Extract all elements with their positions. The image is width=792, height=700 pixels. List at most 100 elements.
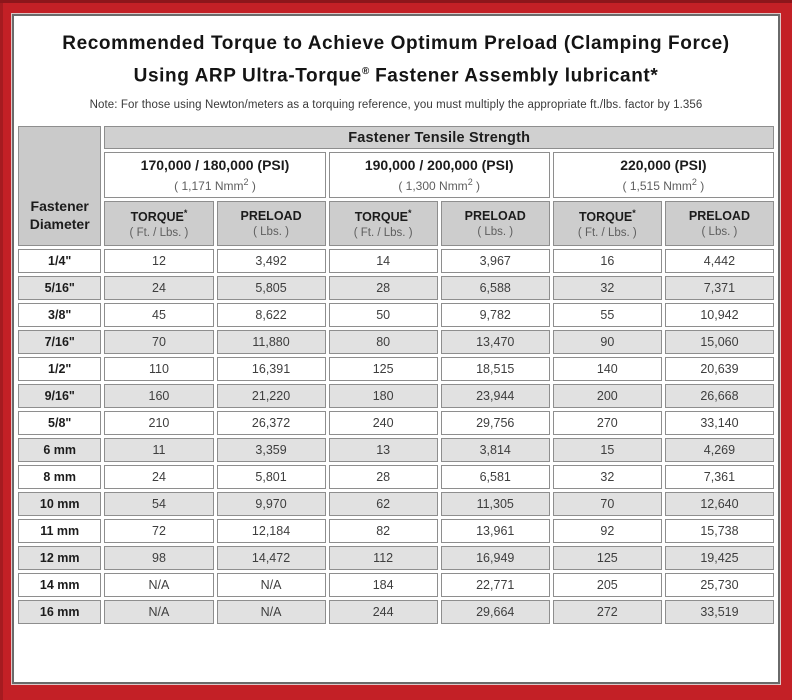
torque-label: TORQUE* [354, 208, 412, 225]
value-cell: 14 [328, 249, 438, 274]
torque-units: ( Ft. / Lbs. ) [353, 227, 413, 240]
value-cell: 184 [328, 573, 438, 598]
table-row: 5/16" 24 5,805 28 6,588 32 7,371 [18, 276, 774, 301]
value-cell: 3,492 [216, 249, 326, 274]
preload-units: ( Lbs. ) [477, 226, 514, 239]
value-cell: 15,060 [664, 330, 774, 355]
value-cell: 82 [328, 519, 438, 544]
value-cell: 21,220 [216, 384, 326, 409]
value-cell: 72 [104, 519, 214, 544]
table-row: 3/8" 45 8,622 50 9,782 55 10,942 [18, 303, 774, 328]
fastener-diameter-header-line2: Diameter [29, 216, 90, 233]
preload-label: PRELOAD [688, 209, 750, 224]
diameter-cell: 16 mm [18, 600, 102, 625]
column-header-row: TORQUE* ( Ft. / Lbs. ) PRELOAD ( Lbs. ) … [18, 201, 774, 247]
value-cell: 16,391 [216, 357, 326, 382]
value-cell: 26,668 [664, 384, 774, 409]
value-cell: 9,782 [440, 303, 550, 328]
value-cell: 28 [328, 465, 438, 490]
nmm-label: ( 1,300 Nmm2 ) [398, 177, 481, 194]
table-row: 7/16" 70 11,880 80 13,470 90 15,060 [18, 330, 774, 355]
value-cell: 4,269 [664, 438, 774, 463]
value-cell: 3,814 [440, 438, 550, 463]
value-cell: 112 [328, 546, 438, 571]
psi-label: 170,000 / 180,000 (PSI) [140, 157, 290, 174]
value-cell: N/A [216, 573, 326, 598]
psi-group-header-2: 190,000 / 200,000 (PSI) ( 1,300 Nmm2 ) [328, 152, 550, 199]
value-cell: 6,588 [440, 276, 550, 301]
diameter-cell: 7/16" [18, 330, 102, 355]
value-cell: 11 [104, 438, 214, 463]
value-cell: 15,738 [664, 519, 774, 544]
diameter-cell: 11 mm [18, 519, 102, 544]
value-cell: 200 [552, 384, 662, 409]
value-cell: 7,371 [664, 276, 774, 301]
value-cell: 90 [552, 330, 662, 355]
torque-label: TORQUE* [130, 208, 188, 225]
value-cell: 15 [552, 438, 662, 463]
value-cell: 98 [104, 546, 214, 571]
preload-units: ( Lbs. ) [701, 226, 738, 239]
preload-label: PRELOAD [240, 209, 302, 224]
value-cell: 12,184 [216, 519, 326, 544]
torque-table: Fastener Diameter Fastener Tensile Stren… [15, 123, 777, 627]
title-line-2-text: Using ARP Ultra-Torque [133, 65, 362, 87]
value-cell: 50 [328, 303, 438, 328]
value-cell: N/A [104, 600, 214, 625]
value-cell: 13,961 [440, 519, 550, 544]
preload-column-header: PRELOAD ( Lbs. ) [664, 201, 774, 247]
table-row: 10 mm 54 9,970 62 11,305 70 12,640 [18, 492, 774, 517]
diameter-cell: 1/4" [18, 249, 102, 274]
table-row: 5/8" 210 26,372 240 29,756 270 33,140 [18, 411, 774, 436]
value-cell: 8,622 [216, 303, 326, 328]
value-cell: 70 [104, 330, 214, 355]
diameter-cell: 5/8" [18, 411, 102, 436]
value-cell: 24 [104, 276, 214, 301]
table-row: 6 mm 11 3,359 13 3,814 15 4,269 [18, 438, 774, 463]
note-text: Note: For those using Newton/meters as a… [89, 99, 703, 112]
value-cell: 12 [104, 249, 214, 274]
value-cell: 125 [328, 357, 438, 382]
title-line-2: Using ARP Ultra-Torque® Fastener Assembl… [15, 58, 777, 90]
value-cell: 11,305 [440, 492, 550, 517]
value-cell: 22,771 [440, 573, 550, 598]
diameter-cell: 8 mm [18, 465, 102, 490]
table-row: 1/4" 12 3,492 14 3,967 16 4,442 [18, 249, 774, 274]
table-row: 1/2" 110 16,391 125 18,515 140 20,639 [18, 357, 774, 382]
table-row: 9/16" 160 21,220 180 23,944 200 26,668 [18, 384, 774, 409]
value-cell: 240 [328, 411, 438, 436]
value-cell: 5,805 [216, 276, 326, 301]
value-cell: 32 [552, 465, 662, 490]
value-cell: 29,664 [440, 600, 550, 625]
title-line-1: Recommended Torque to Achieve Optimum Pr… [62, 33, 730, 54]
nmm-label: ( 1,515 Nmm2 ) [622, 177, 705, 194]
value-cell: 28 [328, 276, 438, 301]
psi-group-row: 170,000 / 180,000 (PSI) ( 1,171 Nmm2 ) 1… [18, 152, 774, 199]
diameter-cell: 9/16" [18, 384, 102, 409]
value-cell: 3,359 [216, 438, 326, 463]
table-row: 14 mm N/A N/A 184 22,771 205 25,730 [18, 573, 774, 598]
value-cell: 5,801 [216, 465, 326, 490]
torque-column-header: TORQUE* ( Ft. / Lbs. ) [104, 201, 214, 247]
fastener-diameter-header-line1: Fastener [30, 197, 89, 214]
value-cell: 270 [552, 411, 662, 436]
value-cell: 55 [552, 303, 662, 328]
value-cell: 92 [552, 519, 662, 544]
tensile-strength-row: Fastener Diameter Fastener Tensile Stren… [18, 126, 774, 247]
psi-group-header-1: 170,000 / 180,000 (PSI) ( 1,171 Nmm2 ) [104, 152, 326, 199]
value-cell: 272 [552, 600, 662, 625]
value-cell: 25,730 [664, 573, 774, 598]
value-cell: 140 [552, 357, 662, 382]
diameter-cell: 3/8" [18, 303, 102, 328]
table-row: 8 mm 24 5,801 28 6,581 32 7,361 [18, 465, 774, 490]
value-cell: 23,944 [440, 384, 550, 409]
value-cell: 32 [552, 276, 662, 301]
page-title: Recommended Torque to Achieve Optimum Pr… [15, 30, 777, 90]
value-cell: 13,470 [440, 330, 550, 355]
value-cell: 10,942 [664, 303, 774, 328]
torque-column-header: TORQUE* ( Ft. / Lbs. ) [552, 201, 662, 247]
table-row: 16 mm N/A N/A 244 29,664 272 33,519 [18, 600, 774, 625]
value-cell: 210 [104, 411, 214, 436]
torque-units: ( Ft. / Lbs. ) [577, 227, 637, 240]
